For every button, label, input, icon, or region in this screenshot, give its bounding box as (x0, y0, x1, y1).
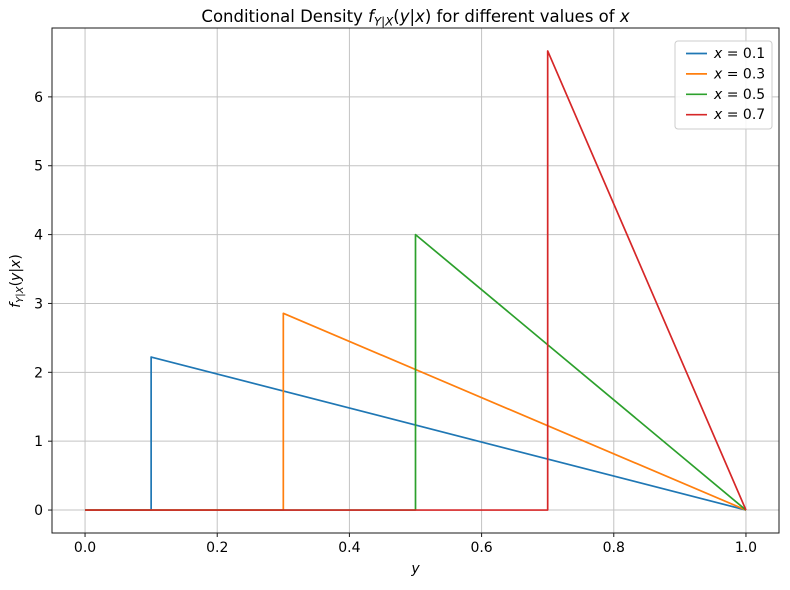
x-tick-label: 0.0 (74, 540, 96, 556)
legend: x = 0.1x = 0.3x = 0.5x = 0.7 (674, 40, 773, 130)
legend-box (674, 40, 773, 130)
x-tick-label: 0.6 (470, 540, 492, 556)
text-segment: x (713, 107, 723, 123)
text-segment: for different values of (431, 7, 620, 26)
text-segment: | (8, 267, 25, 273)
series-line-3 (85, 50, 747, 511)
y-tick-label: 4 (34, 228, 43, 244)
y-tick-label: 0 (34, 503, 43, 519)
y-tick-label: 5 (34, 159, 43, 175)
text-segment: = 0.5 (722, 87, 765, 103)
text-segment: f (8, 302, 25, 308)
y-tick-label: 2 (34, 365, 43, 381)
text-segment: ( (393, 7, 400, 26)
text-segment: x (619, 7, 630, 26)
text-segment: ) (8, 254, 25, 260)
legend-label: x = 0.3 (713, 66, 765, 82)
text-segment: x (8, 259, 25, 268)
text-segment: x (713, 66, 723, 82)
text-segment: x (415, 7, 425, 26)
text-segment: Y|X (14, 286, 26, 303)
legend-label: x = 0.1 (713, 46, 765, 62)
text-segment: Y|X (373, 14, 394, 29)
text-segment: x (713, 87, 723, 103)
axes-spines (51, 27, 780, 534)
legend-entry-0: x = 0.1 (686, 46, 765, 62)
tick-labels: 0.0 0.2 0.4 0.6 0.8 1.0 0 1 2 3 4 5 6 (34, 90, 757, 556)
tick-marks (48, 96, 747, 537)
y-tick-label: 3 (34, 296, 43, 312)
text-segment: x (713, 46, 723, 62)
text-segment: = 0.1 (722, 46, 765, 62)
x-axis-label: y (411, 561, 420, 577)
y-axis-label: fY|X(y|x) (8, 254, 26, 308)
text-segment: = 0.7 (722, 107, 765, 123)
legend-entry-1: x = 0.3 (686, 66, 765, 82)
x-tick-label: 1.0 (735, 540, 757, 556)
y-tick-label: 6 (34, 90, 43, 106)
text-segment: = 0.3 (722, 66, 765, 82)
series-group (85, 50, 747, 511)
x-tick-label: 0.4 (338, 540, 360, 556)
text-segment: y (399, 7, 410, 26)
text-segment: y (8, 272, 25, 281)
text-segment: f (368, 7, 374, 26)
text-segment: | (409, 7, 416, 26)
text-segment: ) (424, 7, 432, 26)
legend-entry-3: x = 0.7 (686, 107, 765, 123)
text-segment: Conditional Density (201, 7, 369, 26)
y-tick-label: 1 (34, 434, 43, 450)
legend-label: x = 0.7 (713, 107, 765, 123)
chart-title: Conditional Density fY|X(y|x) for differ… (52, 6, 779, 32)
x-tick-label: 0.2 (206, 540, 228, 556)
legend-label: x = 0.5 (713, 87, 765, 103)
legend-entry-2: x = 0.5 (686, 87, 765, 103)
text-segment: ( (8, 280, 25, 287)
x-tick-label: 0.8 (603, 540, 625, 556)
